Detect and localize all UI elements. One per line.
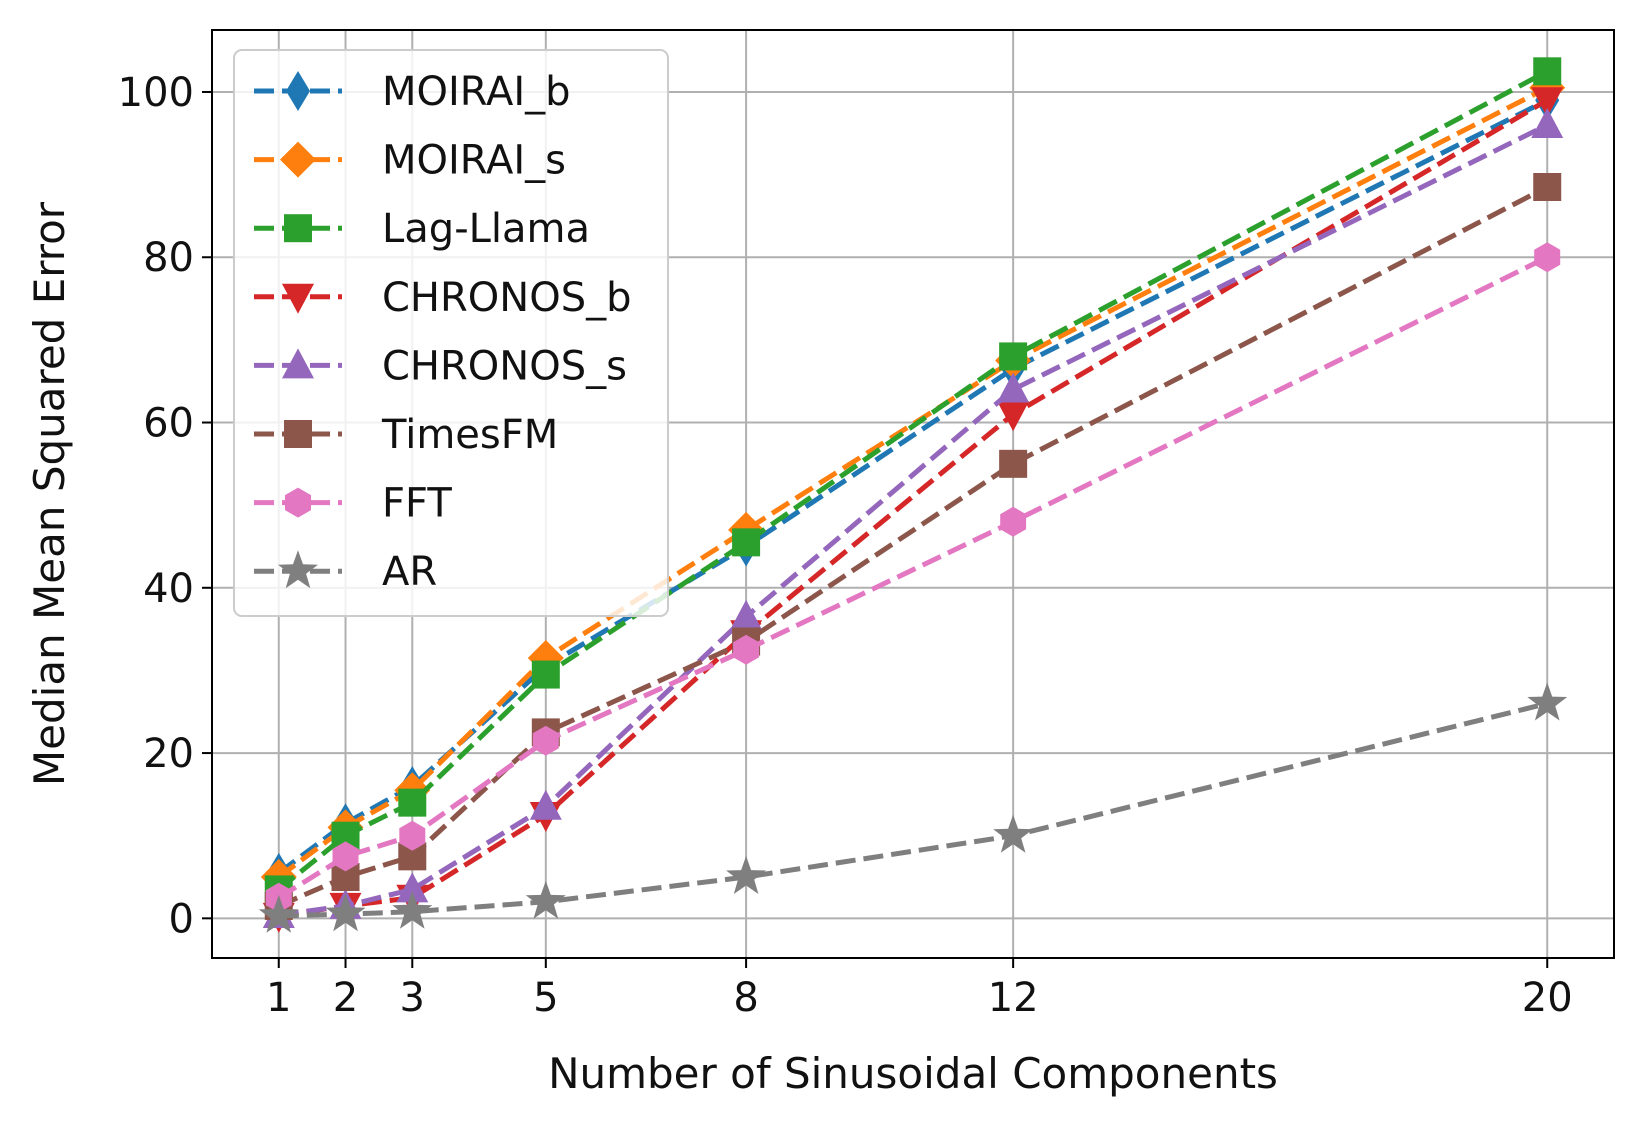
plot-frame [211, 29, 1615, 959]
series-lag-llama [264, 57, 1562, 904]
legend-label: CHRONOS_s [382, 343, 627, 389]
x-axis-label: Number of Sinusoidal Components [548, 1049, 1278, 1098]
y-tick-label: 40 [143, 566, 194, 612]
data-point-ar [325, 893, 366, 932]
data-point-chronos-s [396, 872, 429, 903]
y-tick-label: 20 [143, 731, 194, 777]
legend[interactable]: MOIRAI_b MOIRAI_s Lag-Llama CHRONOS_b CHRONO… [233, 49, 669, 617]
y-tick-label: 100 [118, 70, 194, 116]
legend-item-fft[interactable]: FFT [254, 481, 452, 527]
legend-label: Lag-Llama [382, 206, 590, 252]
legend-label: MOIRAI_s [382, 138, 566, 184]
data-point-ar [726, 856, 767, 894]
legend-item-timesfm[interactable]: TimesFM [254, 412, 558, 458]
legend-box [233, 49, 669, 617]
legend-item-chronos-b[interactable]: CHRONOS_b [254, 275, 631, 321]
data-point-ar [258, 894, 299, 933]
legend-item-chronos-s[interactable]: CHRONOS_s [254, 343, 627, 389]
data-point-chronos-s [529, 789, 562, 820]
legend-marker-moirai-b [286, 71, 310, 111]
x-axis: 1 2 3 5 8 12 20 [266, 958, 1573, 1021]
data-point-chronos-b [997, 401, 1030, 432]
legend-marker-chronos-s [282, 348, 314, 379]
x-tick-label: 1 [266, 975, 291, 1021]
data-point-timesfm [1533, 173, 1562, 202]
data-point-fft [399, 820, 426, 851]
legend-marker-timesfm [284, 420, 312, 448]
legend-label: AR [382, 549, 437, 595]
series-layer [258, 57, 1568, 933]
x-tick-label: 20 [1522, 975, 1573, 1021]
legend-label: MOIRAI_b [382, 69, 571, 115]
legend-item-moirai-b[interactable]: MOIRAI_b [254, 69, 571, 115]
x-tick-label: 2 [333, 975, 358, 1021]
legend-item-ar[interactable]: AR [254, 549, 437, 595]
legend-marker-chronos-b [282, 283, 314, 314]
legend-marker-moirai-s [280, 141, 316, 178]
data-point-chronos-s [730, 599, 763, 630]
data-point-chronos-s [997, 372, 1030, 403]
x-tick-label: 8 [733, 975, 758, 1021]
data-point-ar [1527, 682, 1568, 721]
series-ar [258, 682, 1568, 933]
data-point-chronos-s [1531, 108, 1564, 138]
data-point-timesfm [999, 449, 1028, 478]
data-point-lag-llama [1533, 57, 1562, 86]
legend-marker-lag-llama [284, 214, 312, 243]
data-point-fft [532, 725, 559, 756]
legend-label: CHRONOS_b [382, 275, 631, 321]
legend-label: TimesFM [381, 412, 558, 458]
data-point-fft [733, 634, 760, 665]
y-axis: 0 20 40 60 80 100 [118, 70, 212, 942]
data-point-lag-llama [531, 660, 560, 689]
data-point-lag-llama [732, 528, 761, 557]
x-tick-label: 3 [400, 975, 425, 1021]
legend-marker-fft [285, 487, 311, 518]
legend-item-lag-llama[interactable]: Lag-Llama [254, 206, 590, 252]
y-axis-label: Median Mean Squared Error [25, 201, 74, 786]
data-point-ar [525, 880, 566, 919]
legend-label: FFT [382, 481, 452, 527]
x-tick-label: 12 [988, 975, 1039, 1021]
y-tick-label: 80 [143, 235, 194, 281]
data-point-fft [1000, 506, 1027, 537]
data-point-lag-llama [398, 788, 427, 817]
legend-item-moirai-s[interactable]: MOIRAI_s [254, 138, 566, 184]
data-point-lag-llama [999, 342, 1028, 371]
data-point-ar [993, 814, 1034, 853]
legend-marker-ar [278, 550, 318, 589]
data-point-fft [332, 841, 359, 872]
y-tick-label: 0 [169, 896, 194, 942]
y-tick-label: 60 [143, 401, 194, 447]
data-point-ar [392, 890, 433, 929]
x-tick-label: 5 [533, 975, 558, 1021]
data-point-chronos-b [1531, 87, 1564, 118]
data-point-fft [1534, 242, 1561, 273]
